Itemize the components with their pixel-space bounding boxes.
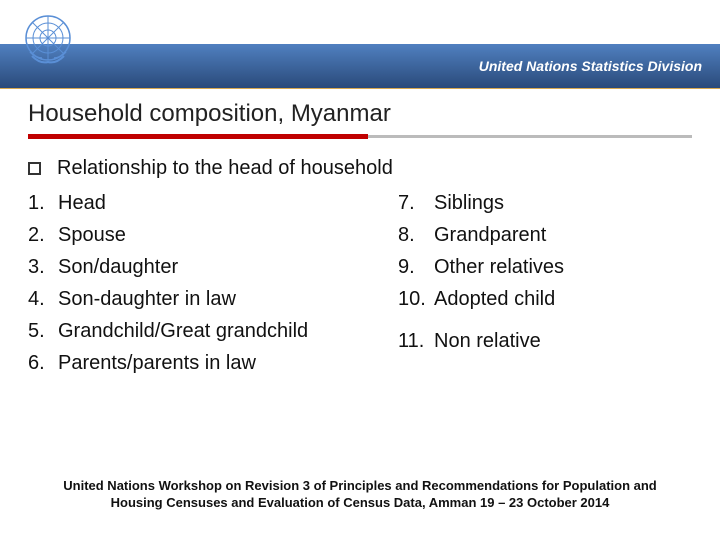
list-item: 1.Head bbox=[28, 188, 398, 218]
title-block: Household composition, Myanmar bbox=[0, 88, 720, 139]
un-emblem-icon bbox=[18, 8, 78, 68]
left-column: 1.Head2.Spouse3.Son/daughter4.Son-daught… bbox=[28, 186, 398, 378]
item-number: 8. bbox=[398, 220, 434, 250]
slide-title: Household composition, Myanmar bbox=[28, 100, 692, 128]
item-text: Adopted child bbox=[434, 284, 555, 314]
item-text: Son-daughter in law bbox=[58, 284, 236, 314]
list-item: 7.Siblings bbox=[398, 188, 692, 218]
list-item: 8.Grandparent bbox=[398, 220, 692, 250]
slide-header: United Nations Statistics Division bbox=[0, 0, 720, 88]
list-item: 2.Spouse bbox=[28, 220, 398, 250]
spacer bbox=[398, 314, 692, 324]
item-text: Son/daughter bbox=[58, 252, 178, 282]
footer-line-2: Housing Censuses and Evaluation of Censu… bbox=[40, 494, 680, 512]
header-top-strip bbox=[0, 0, 720, 44]
list-item: 3.Son/daughter bbox=[28, 252, 398, 282]
item-number: 10. bbox=[398, 284, 434, 314]
header-gold-border bbox=[0, 88, 720, 89]
right-column: 7.Siblings8.Grandparent9.Other relatives… bbox=[398, 186, 692, 378]
list-item: 6.Parents/parents in law bbox=[28, 348, 398, 378]
item-text: Grandparent bbox=[434, 220, 546, 250]
list-item: 9.Other relatives bbox=[398, 252, 692, 282]
list-item: 5.Grandchild/Great grandchild bbox=[28, 316, 398, 346]
item-number: 6. bbox=[28, 348, 58, 378]
footer: United Nations Workshop on Revision 3 of… bbox=[0, 477, 720, 512]
footer-line-1: United Nations Workshop on Revision 3 of… bbox=[40, 477, 680, 495]
item-number: 1. bbox=[28, 188, 58, 218]
item-text: Grandchild/Great grandchild bbox=[58, 316, 308, 346]
rule-gray-segment bbox=[368, 135, 692, 138]
item-number: 9. bbox=[398, 252, 434, 282]
content-area: Relationship to the head of household 1.… bbox=[0, 139, 720, 378]
item-text: Head bbox=[58, 188, 106, 218]
item-text: Parents/parents in law bbox=[58, 348, 256, 378]
list-item: 11.Non relative bbox=[398, 326, 692, 356]
item-number: 2. bbox=[28, 220, 58, 250]
header-blue-bar: United Nations Statistics Division bbox=[0, 44, 720, 88]
org-name: United Nations Statistics Division bbox=[479, 58, 702, 74]
square-bullet-icon bbox=[28, 162, 41, 175]
item-number: 3. bbox=[28, 252, 58, 282]
lead-text: Relationship to the head of household bbox=[57, 157, 393, 180]
item-number: 11. bbox=[398, 326, 434, 356]
item-text: Siblings bbox=[434, 188, 504, 218]
two-column-list: 1.Head2.Spouse3.Son/daughter4.Son-daught… bbox=[28, 186, 692, 378]
item-text: Spouse bbox=[58, 220, 126, 250]
item-number: 7. bbox=[398, 188, 434, 218]
item-text: Other relatives bbox=[434, 252, 564, 282]
list-item: 10.Adopted child bbox=[398, 284, 692, 314]
item-number: 5. bbox=[28, 316, 58, 346]
item-text: Non relative bbox=[434, 326, 541, 356]
item-number: 4. bbox=[28, 284, 58, 314]
list-item: 4.Son-daughter in law bbox=[28, 284, 398, 314]
lead-row: Relationship to the head of household bbox=[28, 157, 692, 180]
